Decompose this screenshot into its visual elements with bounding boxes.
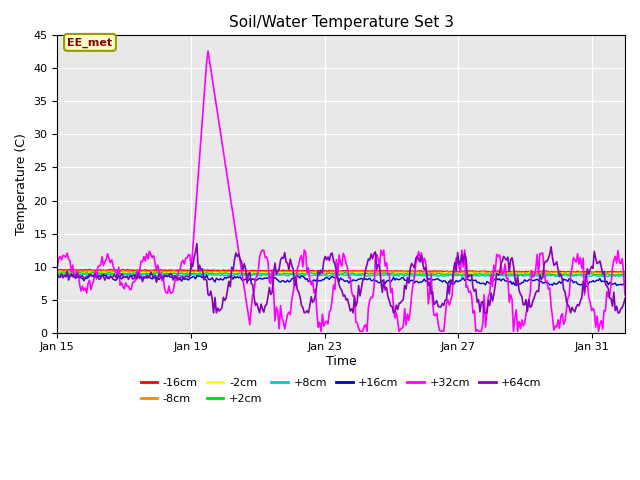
+64cm: [210, 310, 218, 316]
+8cm: [54, 272, 61, 277]
+16cm: [54, 275, 61, 281]
-2cm: [244, 270, 252, 276]
-8cm: [54, 268, 61, 274]
+2cm: [225, 271, 233, 276]
-16cm: [469, 268, 477, 274]
+16cm: [370, 276, 378, 282]
-16cm: [452, 268, 460, 274]
+2cm: [621, 272, 629, 277]
+2cm: [54, 270, 61, 276]
+16cm: [454, 279, 461, 285]
+64cm: [372, 249, 380, 255]
-2cm: [370, 270, 378, 276]
+32cm: [244, 313, 252, 319]
-2cm: [54, 269, 61, 275]
-16cm: [224, 267, 232, 273]
+32cm: [621, 292, 629, 298]
X-axis label: Time: Time: [326, 355, 356, 368]
+8cm: [458, 274, 466, 280]
-2cm: [548, 272, 556, 278]
-8cm: [455, 269, 463, 275]
Legend: -16cm, -8cm, -2cm, +2cm, +8cm, +16cm, +32cm, +64cm: -16cm, -8cm, -2cm, +2cm, +8cm, +16cm, +3…: [136, 374, 546, 408]
+2cm: [370, 271, 378, 277]
+32cm: [225, 185, 233, 191]
-2cm: [170, 269, 177, 275]
+8cm: [355, 270, 362, 276]
-8cm: [244, 269, 252, 275]
Line: -8cm: -8cm: [58, 271, 625, 273]
-8cm: [225, 269, 233, 275]
+2cm: [244, 271, 252, 276]
Y-axis label: Temperature (C): Temperature (C): [15, 133, 28, 235]
+32cm: [567, 272, 575, 278]
-8cm: [472, 269, 479, 275]
+64cm: [246, 269, 253, 275]
+8cm: [370, 272, 378, 277]
+32cm: [472, 328, 479, 334]
+32cm: [54, 264, 61, 270]
Line: +16cm: +16cm: [58, 274, 625, 286]
Line: +8cm: +8cm: [58, 273, 625, 277]
+64cm: [567, 310, 575, 316]
+64cm: [455, 261, 463, 267]
-8cm: [567, 269, 575, 275]
+8cm: [224, 272, 232, 278]
-8cm: [370, 269, 378, 275]
-2cm: [225, 270, 233, 276]
-8cm: [621, 270, 629, 276]
+16cm: [470, 277, 478, 283]
+16cm: [621, 279, 629, 285]
+8cm: [243, 272, 251, 278]
+64cm: [193, 241, 201, 247]
+16cm: [565, 276, 573, 281]
Title: Soil/Water Temperature Set 3: Soil/Water Temperature Set 3: [228, 15, 454, 30]
+32cm: [372, 256, 380, 262]
Line: -2cm: -2cm: [58, 272, 625, 275]
-16cm: [369, 268, 376, 274]
-2cm: [567, 272, 575, 277]
+32cm: [455, 264, 463, 270]
Line: +64cm: +64cm: [58, 244, 625, 313]
-8cm: [101, 268, 109, 274]
+2cm: [69, 269, 77, 275]
-16cm: [54, 266, 61, 272]
-16cm: [243, 268, 251, 274]
Line: -16cm: -16cm: [58, 269, 625, 273]
+64cm: [472, 287, 479, 292]
-16cm: [564, 269, 572, 275]
Line: +2cm: +2cm: [58, 272, 625, 276]
+2cm: [470, 271, 478, 277]
+2cm: [515, 273, 523, 278]
-2cm: [621, 272, 629, 277]
-16cm: [589, 270, 596, 276]
+64cm: [54, 272, 61, 278]
+8cm: [472, 273, 479, 279]
+16cm: [225, 275, 233, 280]
+16cm: [244, 277, 252, 283]
-2cm: [454, 272, 461, 277]
+8cm: [454, 273, 461, 279]
+2cm: [454, 272, 461, 277]
-16cm: [621, 269, 629, 275]
+16cm: [67, 271, 75, 277]
+32cm: [317, 328, 325, 334]
+8cm: [567, 273, 575, 278]
Text: EE_met: EE_met: [67, 37, 113, 48]
+16cm: [582, 283, 590, 289]
+2cm: [567, 272, 575, 277]
+8cm: [621, 274, 629, 279]
+64cm: [227, 284, 234, 289]
+64cm: [621, 296, 629, 301]
Line: +32cm: +32cm: [58, 51, 625, 331]
-8cm: [440, 270, 447, 276]
-2cm: [470, 271, 478, 277]
+32cm: [204, 48, 212, 54]
